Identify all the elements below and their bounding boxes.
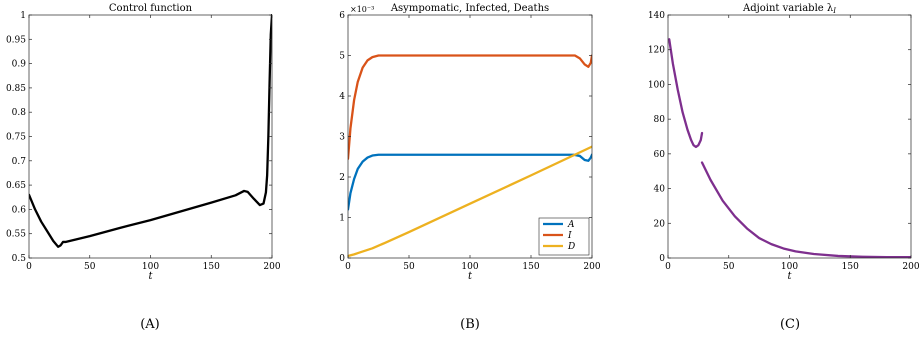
- y-tick-label: 0.55: [6, 230, 26, 240]
- panel-caption: (B): [460, 317, 480, 332]
- y-tick-label: 0.65: [6, 181, 26, 191]
- x-tick-label: 100: [781, 262, 798, 272]
- x-tick-label: 0: [26, 262, 32, 272]
- x-tick-label: 200: [583, 262, 600, 272]
- series-line-d-segment-0: [348, 145, 592, 258]
- x-tick-label: 150: [842, 262, 859, 272]
- legend-label-i: I: [567, 231, 572, 241]
- y-tick-label: 6: [339, 11, 345, 21]
- panel-3: 0 50 100 150 200 0 20 40 60 80 100 120 140 Adjoint va…: [648, 3, 920, 332]
- series-line-a-segment-0: [348, 153, 592, 211]
- panel-caption: (C): [780, 317, 800, 332]
- series-line-i-segment-0: [348, 54, 592, 160]
- x-axis-label: t: [787, 271, 792, 282]
- y-tick-label: 4: [339, 92, 345, 102]
- legend-label-d: D: [567, 242, 575, 252]
- y-tick-label: 0.85: [6, 84, 26, 94]
- series-line-0-segment-0: [29, 14, 272, 248]
- series-line-0-segment-1: [700, 161, 911, 258]
- x-tick-label: 50: [403, 262, 415, 272]
- series-line-0-segment-0: [668, 38, 704, 149]
- x-tick-label: 50: [84, 262, 96, 272]
- legend: AID: [538, 217, 590, 256]
- y-tick-label: 0.9: [12, 60, 27, 70]
- x-tick-label: 0: [665, 262, 671, 272]
- y-tick-label: 0: [659, 254, 665, 264]
- y-tick-label: 0.6: [12, 205, 27, 215]
- y-tick-label: 140: [648, 11, 665, 21]
- y-tick-label: 0.75: [6, 133, 26, 143]
- y-tick-label: 2: [339, 173, 345, 183]
- chart-title: Control function: [109, 3, 193, 14]
- y-tick-label: 100: [648, 80, 665, 90]
- y-multiplier: ×10⁻³: [350, 5, 374, 14]
- y-tick-label: 3: [339, 133, 345, 143]
- panel-1: 0 50 100 150 200 0.5 0.55 0.6 0.65 0.7 0.75 0.8 0.85…: [6, 3, 281, 332]
- axes-box: [28, 14, 273, 259]
- y-tick-label: 0: [339, 254, 345, 264]
- y-tick-label: 5: [339, 52, 345, 62]
- x-tick-label: 100: [461, 262, 478, 272]
- plot-lines: [348, 54, 592, 258]
- y-tick-label: 1: [339, 214, 345, 224]
- x-tick-label: 200: [263, 262, 280, 272]
- x-tick-label: 100: [142, 262, 159, 272]
- y-tick-label: 0.8: [12, 108, 27, 118]
- y-tick-label: 1: [20, 11, 26, 21]
- x-axis-label: t: [148, 271, 153, 282]
- y-tick-label: 0.5: [12, 254, 27, 264]
- y-tick-label: 40: [654, 185, 666, 195]
- chart-title: Asympomatic, Infected, Deaths: [390, 3, 549, 14]
- x-axis-label: t: [468, 271, 473, 282]
- x-tick-label: 0: [345, 262, 351, 272]
- y-tick-label: 20: [654, 219, 666, 229]
- chart-title: Adjoint variable λI: [742, 3, 836, 15]
- y-tick-label: 0.7: [12, 157, 27, 167]
- y-tick-label: 80: [654, 115, 666, 125]
- x-tick-label: 50: [723, 262, 735, 272]
- plot-lines: [29, 14, 272, 248]
- axes-box: [667, 14, 912, 259]
- y-tick-label: 0.95: [6, 35, 26, 45]
- plot-lines: [668, 38, 911, 258]
- y-tick-label: 120: [648, 46, 665, 56]
- y-tick-label: 60: [654, 150, 666, 160]
- panel-2: 0 50 100 150 200 0 1 2 3 4 5 6 ×10⁻³ Asympomatic, Inf…: [339, 3, 601, 332]
- panel-caption: (A): [140, 317, 160, 332]
- x-tick-label: 150: [203, 262, 220, 272]
- x-tick-label: 200: [902, 262, 919, 272]
- legend-label-a: A: [567, 220, 575, 230]
- x-tick-label: 150: [522, 262, 539, 272]
